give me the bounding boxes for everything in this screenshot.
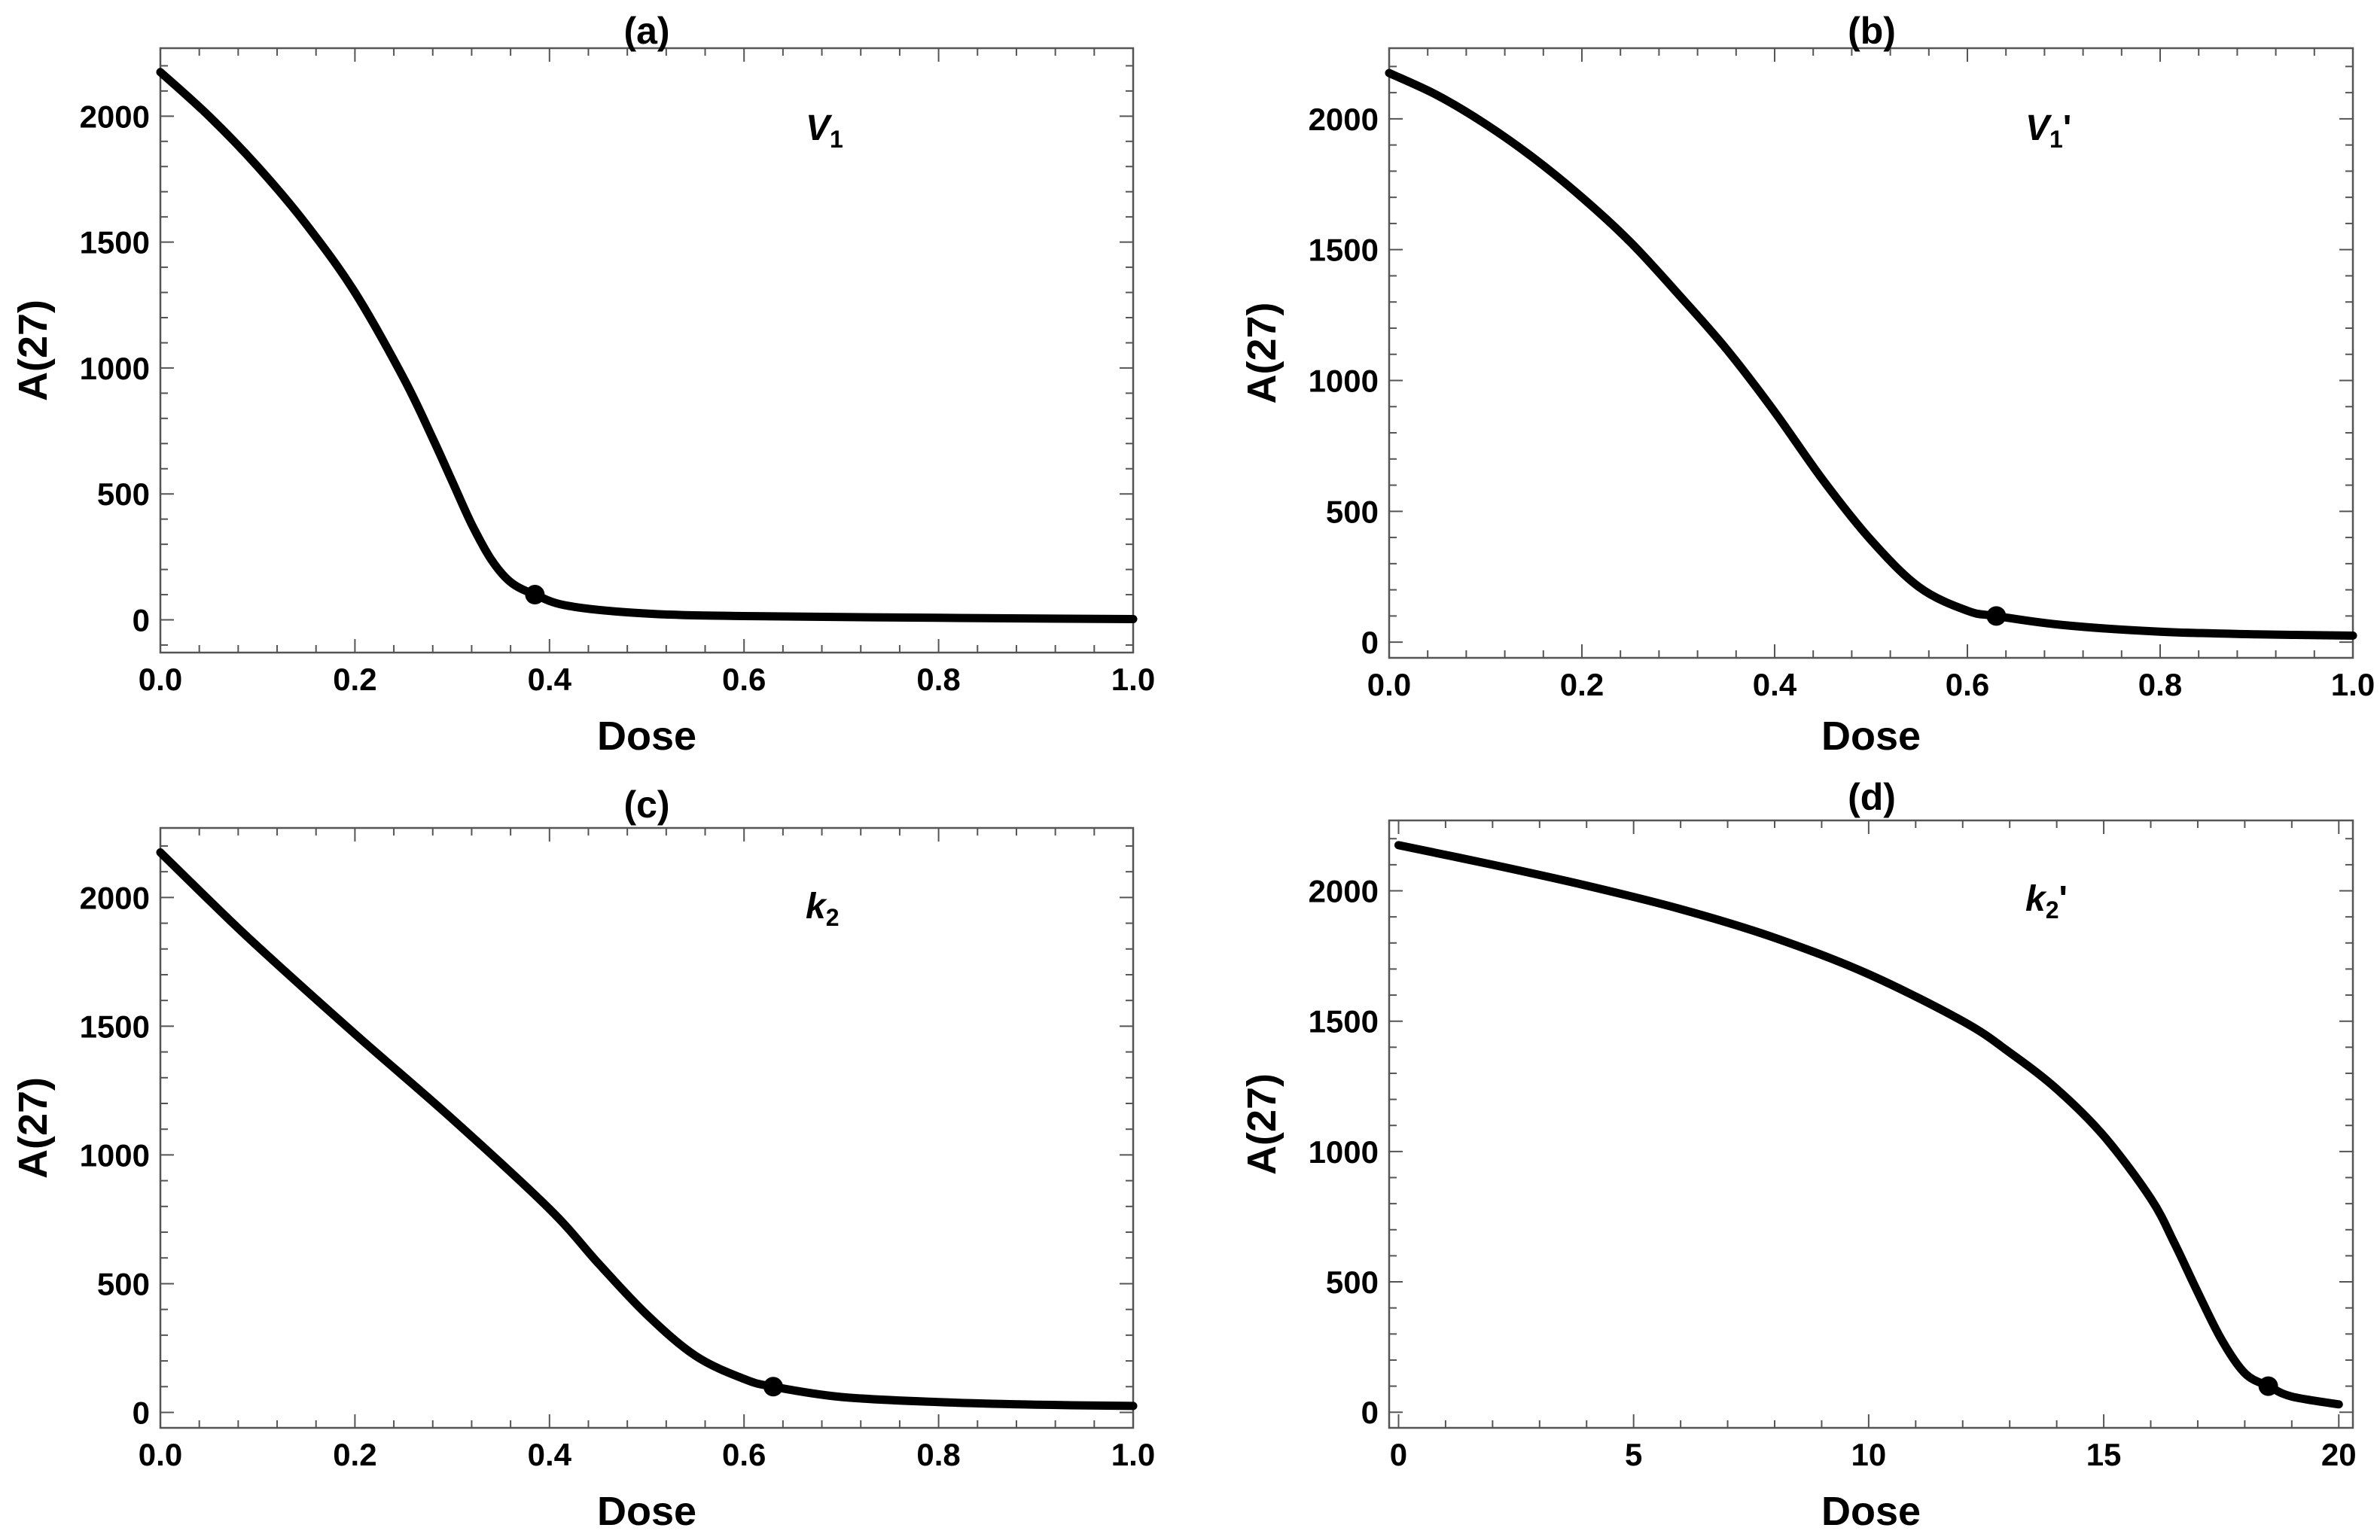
y-tick-label-d: 2000 <box>1309 874 1379 909</box>
x-axis-title-d: Dose <box>1821 1489 1921 1534</box>
x-tick-label-c: 0.6 <box>722 1437 766 1472</box>
x-tick-label-a: 0.6 <box>722 662 766 697</box>
y-tick-label-c: 500 <box>97 1266 150 1301</box>
y-tick-label-a: 1000 <box>80 351 150 386</box>
y-tick-label-c: 1000 <box>80 1137 150 1173</box>
marker-point-a <box>525 585 545 605</box>
plot-frame-d <box>1388 819 2354 1429</box>
y-tick-label-d: 1500 <box>1309 1004 1379 1039</box>
panel-d: 0 5 10 15 20 0 500 1000 1500 2000 Dose A(27) (d) k2' <box>1239 776 2357 1534</box>
series-line-c <box>156 848 1138 1411</box>
x-tick-label-d: 15 <box>2086 1437 2122 1472</box>
plot-frame-c <box>159 826 1135 1429</box>
y-axis-title-c: A(27) <box>11 1077 56 1179</box>
x-tick-label-b: 0.8 <box>2138 667 2182 702</box>
x-tick-label-b: 1.0 <box>2331 667 2375 702</box>
x-tick-label-b: 0.6 <box>1946 667 1989 702</box>
y-tick-label-a: 2000 <box>80 99 150 134</box>
marker-point-d <box>2258 1376 2278 1396</box>
x-tick-label-d: 10 <box>1851 1437 1887 1472</box>
plot-frame-a <box>159 47 1135 654</box>
x-tick-label-a: 0.2 <box>333 662 376 697</box>
parameter-label-a: V1 <box>806 108 843 153</box>
x-axis-title-a: Dose <box>597 714 696 759</box>
y-tick-label-d: 0 <box>1361 1395 1379 1430</box>
x-tick-label-a: 0.8 <box>916 662 960 697</box>
y-tick-label-b: 2000 <box>1309 102 1379 137</box>
y-tick-label-b: 500 <box>1326 494 1379 529</box>
x-tick-label-d: 20 <box>2321 1437 2357 1472</box>
y-tick-label-c: 1500 <box>80 1009 150 1044</box>
x-tick-label-d: 0 <box>1390 1437 1407 1472</box>
parameter-label-c: k2 <box>806 887 840 931</box>
panels: 0.0 0.2 0.4 0.6 0.8 1.00500100015002000DoseA(… <box>11 10 2375 1534</box>
panel-c: 0.0 0.2 0.4 0.6 0.8 1.0 0 500 1000 1500 2000 Dose A(… <box>11 784 1155 1534</box>
parameter-label-b: V1' <box>2025 108 2071 153</box>
panel-title-a: (a) <box>623 10 669 52</box>
series-line-a <box>156 68 1138 623</box>
series-line-d <box>1394 841 2343 1409</box>
y-axis-title-a: A(27) <box>11 300 56 401</box>
panel-b: 0.0 0.2 0.4 0.6 0.8 1.0 0 500 1000 1500 2000 Dose A(… <box>1239 10 2375 759</box>
marker-point-b <box>1986 606 2007 626</box>
x-tick-label-a: 1.0 <box>1111 662 1155 697</box>
x-axis-title-c: Dose <box>597 1489 696 1534</box>
x-tick-label-b: 0.4 <box>1753 667 1797 702</box>
y-axis-title-d: A(27) <box>1239 1073 1284 1175</box>
y-tick-label-d: 500 <box>1326 1265 1379 1300</box>
panel-a: 0.0 0.2 0.4 0.6 0.8 1.0 0 500 1000 1500 2000 Dose A(… <box>11 10 1155 759</box>
y-tick-label-d: 1000 <box>1309 1134 1379 1170</box>
plot-frame-b <box>1388 47 2354 659</box>
series-line-b <box>1385 68 2357 640</box>
x-tick-label-c: 0.8 <box>916 1437 960 1472</box>
parameter-label-d: k2' <box>2025 879 2068 924</box>
y-tick-label-a: 0 <box>133 603 150 638</box>
y-tick-label-b: 1500 <box>1309 233 1379 268</box>
x-tick-label-b: 0.2 <box>1560 667 1604 702</box>
marker-point-c <box>763 1377 783 1397</box>
x-tick-label-c: 1.0 <box>1111 1437 1155 1472</box>
x-axis-title-b: Dose <box>1821 714 1921 759</box>
y-axis-title-b: A(27) <box>1239 302 1284 403</box>
panel-title-c: (c) <box>623 784 669 826</box>
y-tick-label-b: 1000 <box>1309 364 1379 399</box>
x-tick-label-c: 0.0 <box>139 1437 182 1472</box>
x-tick-label-b: 0.0 <box>1367 667 1411 702</box>
y-tick-label-c: 0 <box>133 1395 150 1430</box>
panel-title-d: (d) <box>1848 776 1896 818</box>
panel-title-b: (b) <box>1848 10 1896 52</box>
x-tick-label-c: 0.2 <box>333 1437 376 1472</box>
x-tick-label-a: 0.0 <box>139 662 182 697</box>
y-tick-label-c: 2000 <box>80 880 150 915</box>
y-tick-label-a: 500 <box>97 476 150 512</box>
y-tick-label-b: 0 <box>1361 625 1379 660</box>
x-tick-label-c: 0.4 <box>528 1437 572 1472</box>
x-tick-label-d: 5 <box>1625 1437 1642 1472</box>
y-tick-label-a: 1500 <box>80 225 150 260</box>
x-tick-label-a: 0.4 <box>528 662 572 697</box>
